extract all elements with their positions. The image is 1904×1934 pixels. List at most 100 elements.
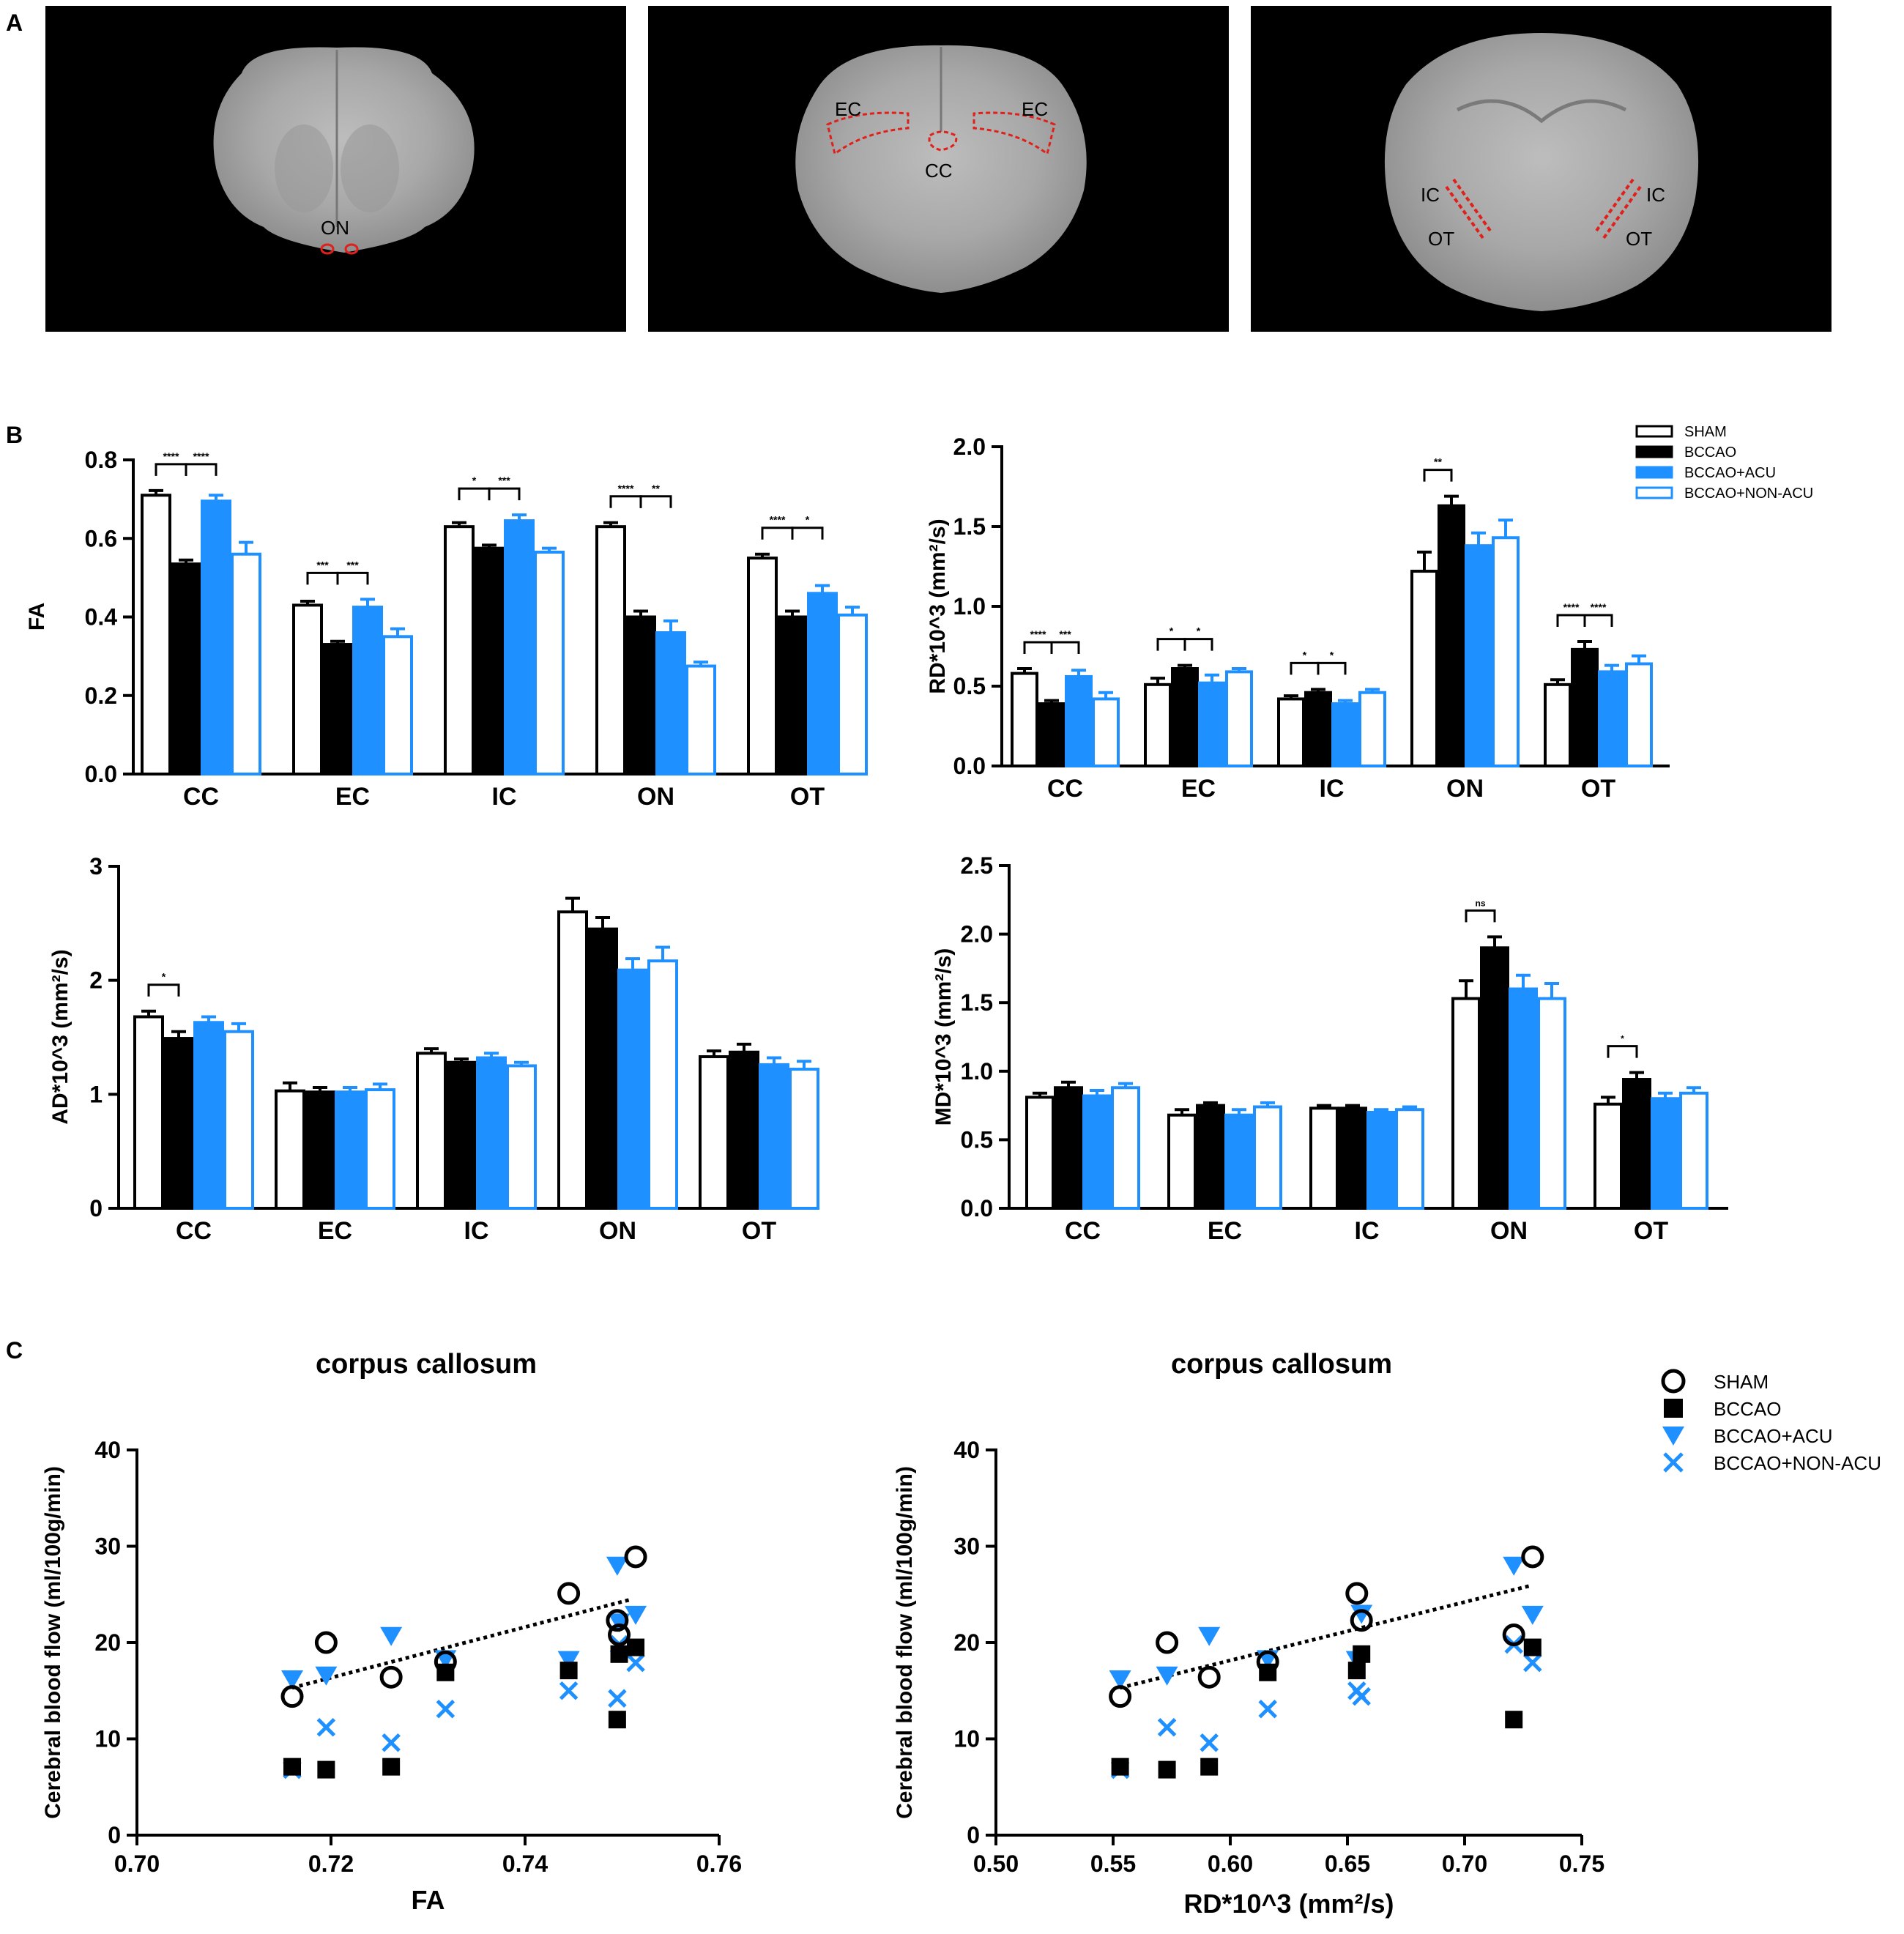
scatter-point-acu bbox=[1198, 1626, 1221, 1646]
bar bbox=[506, 1064, 537, 1210]
y-axis-label: AD*10^3 (mm²/s) bbox=[48, 949, 72, 1124]
bar bbox=[322, 643, 353, 776]
y-tick-label: 0.5 bbox=[953, 673, 986, 699]
trendline bbox=[291, 1597, 633, 1690]
legend-b-label-nonacu: BCCAO+NON-ACU bbox=[1684, 486, 1813, 502]
bar bbox=[1277, 697, 1305, 767]
x-tick-label: 0.70 bbox=[1442, 1851, 1487, 1877]
bar bbox=[305, 1090, 335, 1210]
bar bbox=[474, 546, 505, 776]
significance-label: **** bbox=[1591, 601, 1607, 613]
significance-label: **** bbox=[1030, 628, 1046, 640]
bar bbox=[1025, 1096, 1055, 1210]
scatter-point-bccao bbox=[283, 1758, 301, 1776]
bar bbox=[1395, 1108, 1424, 1210]
bar bbox=[1092, 697, 1120, 767]
x-tick-label: 0.76 bbox=[696, 1851, 742, 1877]
x-axis-label: RD*10^3 (mm²/s) bbox=[1183, 1889, 1394, 1919]
significance-bracket bbox=[488, 487, 521, 501]
significance-label: * bbox=[162, 971, 166, 983]
bar bbox=[133, 1015, 164, 1210]
y-tick-label: 40 bbox=[953, 1437, 980, 1463]
x-tick-label: EC bbox=[318, 1217, 352, 1245]
bar bbox=[1225, 670, 1253, 767]
x-tick-label: IC bbox=[1355, 1217, 1380, 1245]
scatter-point-sham bbox=[608, 1623, 631, 1646]
x-tick-label: 0.60 bbox=[1208, 1851, 1253, 1877]
scatter-point-nonacu bbox=[1258, 1699, 1277, 1719]
scatter-point-nonacu bbox=[1157, 1717, 1177, 1737]
x-tick-label: CC bbox=[1047, 775, 1083, 803]
significance-label: * bbox=[1197, 625, 1201, 637]
scatter-point-nonacu bbox=[559, 1681, 579, 1700]
scatter-point-bccao bbox=[627, 1638, 645, 1656]
bar bbox=[1438, 504, 1465, 767]
y-tick-label: 1.5 bbox=[953, 513, 986, 540]
x-tick-label: OT bbox=[1581, 775, 1615, 803]
bar bbox=[655, 631, 686, 776]
x-tick-label: EC bbox=[1181, 775, 1216, 803]
bar bbox=[699, 1055, 729, 1210]
x-tick-label: IC bbox=[464, 1217, 489, 1245]
scatter-point-sham bbox=[1345, 1582, 1369, 1605]
significance-bracket bbox=[761, 527, 794, 540]
legend-b: SHAM BCCAO BCCAO+ACU BCCAO+NON-ACU bbox=[1635, 424, 1813, 502]
bar bbox=[1054, 1086, 1083, 1210]
y-tick-label: 0.8 bbox=[85, 447, 117, 473]
bar bbox=[837, 613, 868, 776]
significance-bracket bbox=[458, 487, 491, 501]
y-tick-label: 0.6 bbox=[85, 525, 117, 551]
y-axis-label: Cerebral blood flow (ml/100g/min) bbox=[893, 1466, 917, 1819]
scatter-point-sham bbox=[1256, 1650, 1279, 1673]
significance-label: * bbox=[806, 514, 810, 526]
y-tick-label: 40 bbox=[94, 1437, 121, 1463]
brain-label-ot-right: OT bbox=[1626, 228, 1652, 250]
bar bbox=[625, 615, 656, 776]
scatter-point-sham bbox=[1502, 1623, 1525, 1646]
significance-label: *** bbox=[1059, 628, 1071, 640]
significance-label: **** bbox=[193, 450, 209, 462]
y-axis-label: MD*10^3 (mm²/s) bbox=[931, 948, 956, 1126]
y-tick-label: 2 bbox=[89, 967, 103, 994]
x-tick-label: 0.55 bbox=[1090, 1851, 1136, 1877]
legend-b-swatch-bccao bbox=[1635, 445, 1673, 458]
bar bbox=[446, 1060, 477, 1210]
bar bbox=[1679, 1091, 1708, 1210]
y-tick-label: 2.0 bbox=[953, 434, 986, 460]
bar bbox=[1304, 691, 1332, 767]
y-tick-label: 2.0 bbox=[961, 921, 993, 948]
y-axis-label: Cerebral blood flow (ml/100g/min) bbox=[41, 1466, 65, 1819]
y-tick-label: 3 bbox=[89, 853, 103, 879]
y-tick-label: 2.5 bbox=[961, 852, 993, 879]
y-tick-label: 0.0 bbox=[961, 1195, 993, 1221]
brain-image-1: ON bbox=[45, 6, 626, 332]
significance-bracket bbox=[336, 571, 369, 585]
bar bbox=[534, 551, 565, 776]
significance-bracket bbox=[1050, 641, 1080, 655]
x-tick-label: CC bbox=[176, 1217, 212, 1245]
y-tick-label: 0 bbox=[89, 1195, 103, 1221]
bar bbox=[1366, 1110, 1396, 1210]
chart-title: corpus callosum bbox=[316, 1349, 537, 1380]
brain-label-ic-right: IC bbox=[1646, 184, 1665, 206]
significance-bracket bbox=[639, 495, 672, 508]
brain-label-on: ON bbox=[321, 217, 349, 239]
bar bbox=[1111, 1086, 1140, 1210]
scatter-point-bccao bbox=[1523, 1638, 1542, 1656]
scatter-point-nonacu bbox=[1523, 1653, 1542, 1673]
bar bbox=[163, 1037, 194, 1210]
trendline bbox=[1119, 1583, 1531, 1690]
bar bbox=[365, 1088, 395, 1210]
x-tick-label: CC bbox=[183, 783, 219, 811]
scatter-point-acu bbox=[625, 1605, 647, 1625]
bar bbox=[275, 1089, 305, 1210]
scatter-point-nonacu bbox=[436, 1699, 455, 1719]
x-tick-label: OT bbox=[742, 1217, 776, 1245]
x-tick-label: 0.72 bbox=[308, 1851, 354, 1877]
bar bbox=[335, 1090, 365, 1210]
x-tick-label: 0.65 bbox=[1325, 1851, 1370, 1877]
legend-c-label-sham: SHAM bbox=[1714, 1371, 1769, 1393]
x-axis-label: FA bbox=[411, 1885, 445, 1915]
legend-c-marker-nonacu bbox=[1663, 1452, 1684, 1473]
significance-label: **** bbox=[163, 450, 179, 462]
